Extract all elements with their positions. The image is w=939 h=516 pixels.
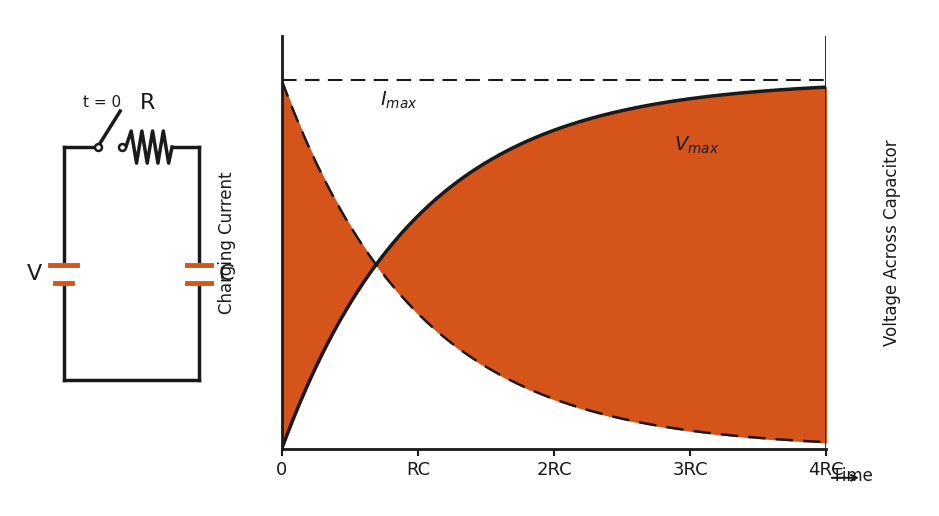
Text: R: R — [140, 93, 155, 112]
Text: t = 0: t = 0 — [83, 95, 121, 110]
Text: $I_{max}$: $I_{max}$ — [379, 90, 417, 111]
Text: $V_{max}$: $V_{max}$ — [674, 135, 719, 156]
Text: Time: Time — [832, 467, 872, 485]
Text: Voltage Across Capacitor: Voltage Across Capacitor — [883, 139, 901, 346]
Text: C: C — [219, 264, 234, 284]
Text: V: V — [27, 264, 42, 284]
Text: Charging Current: Charging Current — [218, 171, 237, 314]
